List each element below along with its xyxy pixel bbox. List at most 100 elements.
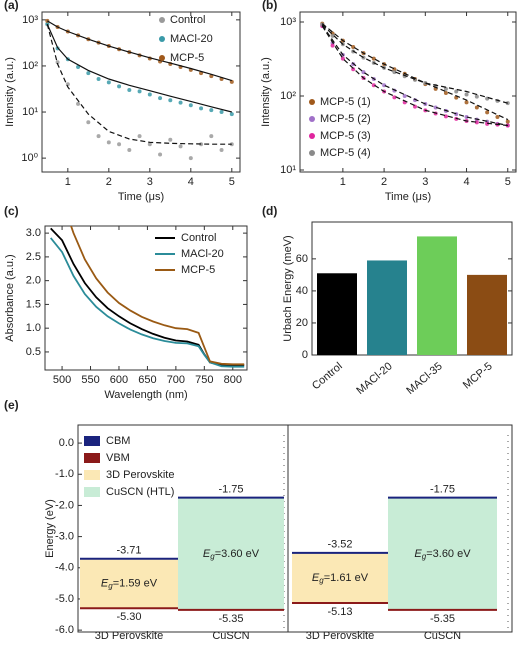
x-tick-label: 550 <box>81 374 99 386</box>
legend-swatch <box>84 470 100 480</box>
legend-label: CuSCN (HTL) <box>106 486 174 498</box>
y-axis-label: Energy (eV) <box>44 499 56 558</box>
band-box <box>388 497 497 610</box>
gap-subscript: g <box>210 552 215 561</box>
fit-line <box>46 20 232 82</box>
plot-frame <box>311 221 513 356</box>
data-point <box>464 100 469 105</box>
data-point <box>392 70 397 75</box>
gap-value: =3.60 eV <box>215 548 260 560</box>
x-tick-label: 600 <box>110 374 128 386</box>
x-axis-label: Wavelength (nm) <box>104 389 187 401</box>
vbm-label: -5.35 <box>430 613 455 625</box>
plot-frame <box>44 225 248 371</box>
x-tick-label: 500 <box>53 374 71 386</box>
x-tick-label: CuSCN <box>424 630 461 641</box>
band-box <box>80 558 178 609</box>
data-point <box>392 95 397 100</box>
plot-frame <box>77 424 513 633</box>
legend-label: MCP-5 <box>170 52 204 64</box>
legend-marker <box>159 36 165 42</box>
y-tick-label: 2.5 <box>26 251 41 263</box>
x-tick-label: MACl-20 <box>354 360 394 397</box>
x-axis-label: Time (μs) <box>385 191 431 203</box>
gap-label: Eg=1.61 eV <box>312 572 369 585</box>
legend-label: 3D Perovskite <box>106 469 174 481</box>
y-tick-label: 1.5 <box>26 298 41 310</box>
fit-line <box>46 24 232 145</box>
gap-symbol: E <box>312 572 320 584</box>
legend-label: CBM <box>106 435 130 447</box>
y-tick-label: 3.0 <box>26 227 41 239</box>
y-tick-label: 20 <box>296 317 308 329</box>
data-point <box>137 89 142 94</box>
data-point <box>168 98 173 103</box>
data-point <box>55 60 60 65</box>
y-tick-label: 2.0 <box>26 275 41 287</box>
panel-title: (e) <box>4 398 19 412</box>
data-point <box>45 21 50 26</box>
series-line <box>49 237 245 368</box>
panel-title: (c) <box>4 204 19 218</box>
legend-label: MCP-5 (1) <box>320 96 371 108</box>
data-point <box>443 90 448 95</box>
data-point <box>229 79 234 84</box>
x-tick-label: 5 <box>505 176 511 188</box>
fit-line <box>321 25 508 127</box>
data-point <box>86 71 91 76</box>
gap-value: =1.61 eV <box>324 572 369 584</box>
legend-label: MCP-5 (3) <box>320 130 371 142</box>
y-axis-label: Absorbance (a.u.) <box>4 254 16 341</box>
legend-marker <box>309 133 315 139</box>
x-tick-label: 3 <box>422 176 428 188</box>
data-point <box>147 92 152 97</box>
data-point <box>485 110 490 115</box>
data-point <box>158 96 163 101</box>
data-point <box>229 142 234 147</box>
bar <box>467 274 507 355</box>
x-tick-label: 3D Perovskite <box>95 630 163 641</box>
x-axis-label: Time (μs) <box>118 191 164 203</box>
data-point <box>371 83 376 88</box>
bar <box>367 260 407 355</box>
data-point <box>106 140 111 145</box>
gap-subscript: g <box>422 552 427 561</box>
gap-symbol: E <box>203 548 211 560</box>
data-point <box>454 112 459 117</box>
data-point <box>229 112 234 117</box>
panel-title: (d) <box>262 204 277 218</box>
legend-marker <box>309 99 315 105</box>
data-point <box>474 105 479 110</box>
x-tick-label: 4 <box>188 176 194 188</box>
data-point <box>443 86 448 91</box>
vbm-label: -5.13 <box>327 606 352 618</box>
x-tick-label: 750 <box>195 374 213 386</box>
data-point <box>188 156 193 161</box>
plot-area <box>320 21 510 128</box>
band-box <box>178 497 284 610</box>
legend-label: MCP-5 (2) <box>320 113 371 125</box>
y-axis-label: Intensity (a.u.) <box>260 57 272 127</box>
gap-label: Eg=3.60 eV <box>414 548 471 561</box>
plot-frame <box>41 11 241 173</box>
data-point <box>330 33 335 38</box>
data-point <box>168 137 173 142</box>
legend-swatch <box>84 436 100 446</box>
gap-label: Eg=3.60 eV <box>203 548 260 561</box>
fit-line <box>46 24 232 113</box>
data-point <box>330 43 335 48</box>
x-tick-label: 3D Perovskite <box>306 630 374 641</box>
data-point <box>474 120 479 125</box>
data-point <box>117 84 122 89</box>
data-point <box>209 134 214 139</box>
legend-marker <box>309 150 315 156</box>
data-point <box>178 100 183 105</box>
plot-area <box>49 226 245 368</box>
panel-title: (b) <box>262 0 277 12</box>
legend-label: Control <box>170 14 205 26</box>
data-point <box>209 108 214 113</box>
data-point <box>464 115 469 120</box>
legend-label: MCP-5 <box>181 264 215 276</box>
cbm-label: -3.52 <box>327 539 352 551</box>
